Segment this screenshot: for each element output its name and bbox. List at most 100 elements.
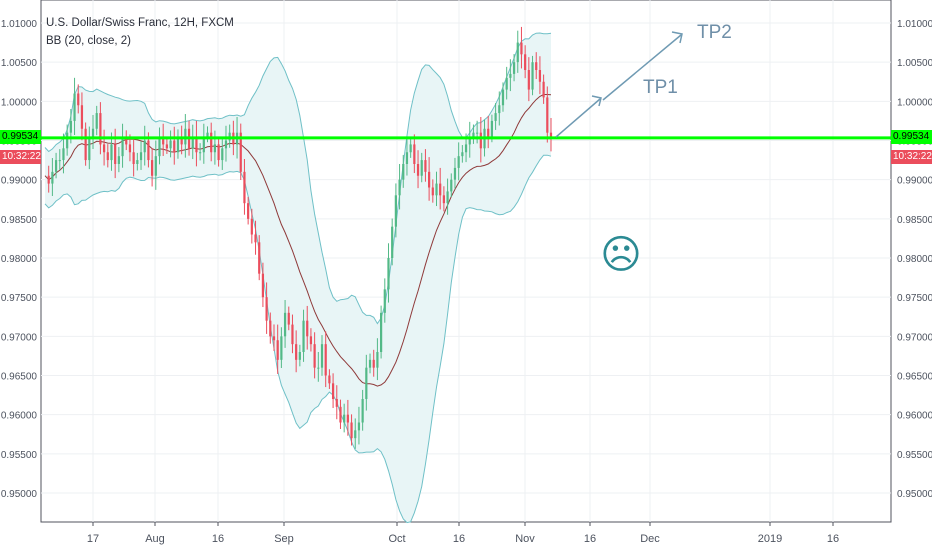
candle-body: [84, 128, 87, 161]
price-tag-right: 0.99534: [891, 130, 932, 144]
y-tick-label-left: 1.01000: [1, 19, 38, 30]
candle-body: [387, 258, 390, 290]
price-tag-left: 0.99534: [0, 130, 41, 144]
candle-body: [302, 320, 305, 352]
candle-body: [479, 132, 482, 149]
candle-body: [402, 164, 405, 180]
candle-body: [106, 152, 109, 161]
y-tick-label-right: 0.99000: [897, 176, 932, 187]
candle-body: [457, 156, 460, 168]
candle-body: [121, 136, 124, 157]
candle-body: [269, 320, 272, 337]
candle-body: [531, 62, 534, 90]
countdown-tag-left: 10:32:22: [0, 150, 41, 164]
y-tick-label-left: 0.95500: [1, 450, 38, 461]
candle-body: [180, 136, 183, 145]
candle-body: [331, 383, 335, 399]
candle-body: [505, 77, 508, 90]
candle-body: [95, 113, 98, 129]
candle-body: [250, 218, 253, 235]
candle-body: [69, 120, 72, 133]
candle-body: [158, 136, 161, 157]
candle-body: [58, 160, 61, 162]
candle-body: [202, 136, 205, 153]
indicator-label[interactable]: BB (20, close, 2): [46, 35, 132, 47]
candle-body: [125, 136, 128, 145]
candle-body: [128, 144, 132, 153]
candle-body: [487, 128, 490, 137]
y-tick-label-left: 0.98500: [1, 215, 38, 226]
y-tick-label-left: 1.00000: [1, 97, 38, 108]
x-tick-label: Dec: [640, 533, 660, 545]
y-tick-label-left: 0.96000: [1, 411, 38, 422]
price-axis-left[interactable]: 1.010001.005001.000000.995000.990000.985…: [1, 19, 38, 500]
bollinger-band-fill: [45, 33, 551, 523]
y-tick-label-left: 0.96500: [1, 372, 38, 383]
candle-body: [376, 352, 379, 368]
candle-body: [546, 97, 549, 133]
candle-body: [372, 359, 375, 368]
candle-body: [335, 399, 338, 407]
candle-body: [254, 234, 257, 243]
candlesticks: [47, 26, 553, 449]
candle-body: [476, 132, 479, 134]
chart-grid: [40, 0, 892, 523]
candle-body: [243, 171, 246, 204]
tp1-arrow-line[interactable]: [555, 98, 601, 138]
candle-body: [73, 93, 76, 121]
candle-body: [394, 195, 397, 227]
x-tick-label: Oct: [388, 533, 405, 545]
y-tick-label-right: 0.96500: [897, 372, 932, 383]
sad-face-icon: ☹: [600, 232, 642, 278]
candle-body: [468, 136, 471, 145]
x-tick-label: 16: [453, 533, 465, 545]
tp2-label[interactable]: TP2: [697, 22, 732, 43]
target-arrows[interactable]: [555, 31, 683, 138]
candle-body: [317, 367, 320, 369]
tp1-label[interactable]: TP1: [643, 77, 678, 98]
x-tick-label: 16: [584, 533, 596, 545]
candle-body: [472, 132, 475, 137]
candle-body: [527, 70, 530, 90]
candle-body: [276, 340, 279, 360]
candle-body: [313, 344, 316, 368]
candle-body: [283, 312, 287, 337]
price-axis-right[interactable]: 1.010001.005001.000000.995000.990000.985…: [897, 19, 932, 500]
candle-body: [136, 160, 139, 164]
candle-body: [431, 187, 434, 196]
y-tick-label-left: 1.00500: [1, 58, 38, 69]
symbol-title[interactable]: U.S. Dollar/Swiss Franc, 12H, FXCM: [46, 17, 234, 29]
y-tick-label-left: 0.95000: [1, 489, 38, 500]
plot-border: [40, 0, 892, 523]
candle-body: [261, 273, 265, 298]
candle-body: [442, 195, 445, 204]
x-tick-label: Aug: [145, 533, 165, 545]
candle-body: [210, 132, 213, 153]
candle-body: [110, 144, 113, 161]
candle-body: [328, 375, 331, 384]
candle-body: [265, 297, 268, 321]
y-tick-label-right: 0.98000: [897, 254, 932, 265]
y-tick-label-right: 0.95500: [897, 450, 932, 461]
candle-body: [117, 156, 120, 164]
candle-body: [173, 140, 176, 153]
candle-body: [416, 164, 420, 176]
time-axis[interactable]: 17 Aug 16 Sep Oct 16 Nov 16 Dec 2019 16: [87, 522, 839, 545]
x-tick-label: 16: [212, 533, 224, 545]
chart-legend: U.S. Dollar/Swiss Franc, 12H, FXCM BB (2…: [46, 14, 234, 50]
candle-body: [405, 152, 409, 164]
y-tick-label-right: 0.97000: [897, 332, 932, 343]
candle-body: [549, 132, 553, 139]
candle-body: [439, 183, 442, 196]
tp2-arrowhead-icon: [671, 31, 683, 44]
candle-body: [139, 152, 143, 161]
candle-body: [538, 70, 542, 82]
candle-body: [154, 156, 157, 176]
candle-body: [343, 414, 346, 423]
candle-body: [379, 312, 383, 352]
candle-body: [464, 144, 468, 153]
tp2-arrow-line[interactable]: [602, 34, 682, 101]
candle-body: [398, 179, 401, 196]
candle-body: [221, 148, 224, 161]
